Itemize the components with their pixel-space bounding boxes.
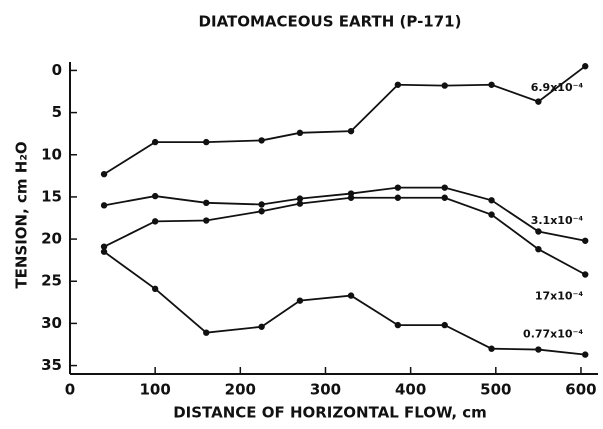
data-point — [488, 197, 495, 204]
data-point — [100, 170, 108, 178]
data-point — [258, 208, 265, 215]
x-tick-label: 0 — [65, 381, 75, 399]
data-point — [582, 237, 589, 244]
series-line — [103, 251, 586, 356]
data-point — [441, 321, 448, 329]
data-point — [347, 127, 355, 135]
x-tick-label: 200 — [225, 381, 256, 399]
data-point — [100, 243, 108, 250]
y-axis-label: TENSION, cm H₂O — [13, 141, 31, 288]
chart-title: DIATOMACEOUS EARTH (P-171) — [199, 13, 462, 31]
data-point — [258, 137, 265, 144]
series-line — [103, 65, 586, 175]
data-point — [535, 346, 542, 353]
y-tick-label: 0 — [52, 61, 62, 79]
data-point — [582, 271, 589, 278]
data-point — [347, 194, 355, 201]
series-label: 6.9x10⁻⁴ — [531, 81, 584, 94]
data-point — [151, 285, 159, 293]
series-label: 0.77x10⁻⁴ — [523, 328, 583, 341]
data-point — [296, 129, 304, 137]
data-point — [394, 81, 402, 88]
data-point — [100, 248, 108, 255]
series-label: 3.1x10⁻⁴ — [531, 214, 584, 227]
data-point — [488, 81, 495, 88]
data-point — [535, 98, 542, 105]
series-label: 17x10⁻⁴ — [535, 289, 584, 302]
data-point — [535, 228, 542, 235]
series-line — [103, 186, 586, 242]
data-point — [582, 351, 589, 358]
data-point — [296, 195, 304, 202]
data-point — [441, 184, 448, 191]
x-tick-label: 600 — [565, 381, 596, 399]
y-tick-label: 20 — [41, 230, 62, 248]
data-point — [535, 246, 542, 253]
data-point — [441, 194, 448, 201]
data-point — [203, 138, 210, 146]
data-point — [296, 200, 304, 207]
data-point — [582, 63, 589, 70]
data-point — [258, 201, 265, 208]
series-line — [103, 196, 586, 276]
data-point — [203, 329, 210, 336]
data-point — [151, 192, 159, 200]
y-tick-label: 10 — [41, 145, 62, 163]
data-point — [151, 138, 159, 146]
x-tick-label: 300 — [310, 381, 341, 399]
data-point — [441, 82, 448, 89]
y-tick-label: 15 — [41, 187, 62, 205]
x-axis-label: DISTANCE OF HORIZONTAL FLOW, cm — [173, 404, 487, 422]
x-tick-label: 400 — [395, 381, 426, 399]
x-tick-label: 500 — [480, 381, 511, 399]
x-tick-label: 100 — [140, 381, 171, 399]
y-tick-label: 30 — [41, 314, 62, 332]
data-point — [347, 292, 355, 299]
data-point — [488, 345, 495, 352]
data-point — [394, 184, 402, 191]
data-point — [394, 321, 402, 329]
data-point — [488, 211, 495, 218]
data-point — [151, 218, 159, 225]
data-point — [296, 297, 304, 304]
data-point — [203, 199, 210, 207]
data-point — [258, 323, 265, 330]
y-tick-label: 35 — [41, 356, 62, 374]
data-point — [100, 202, 108, 209]
y-tick-label: 25 — [41, 272, 62, 290]
data-point — [394, 194, 402, 201]
y-tick-label: 5 — [52, 103, 62, 121]
data-point — [203, 217, 210, 224]
